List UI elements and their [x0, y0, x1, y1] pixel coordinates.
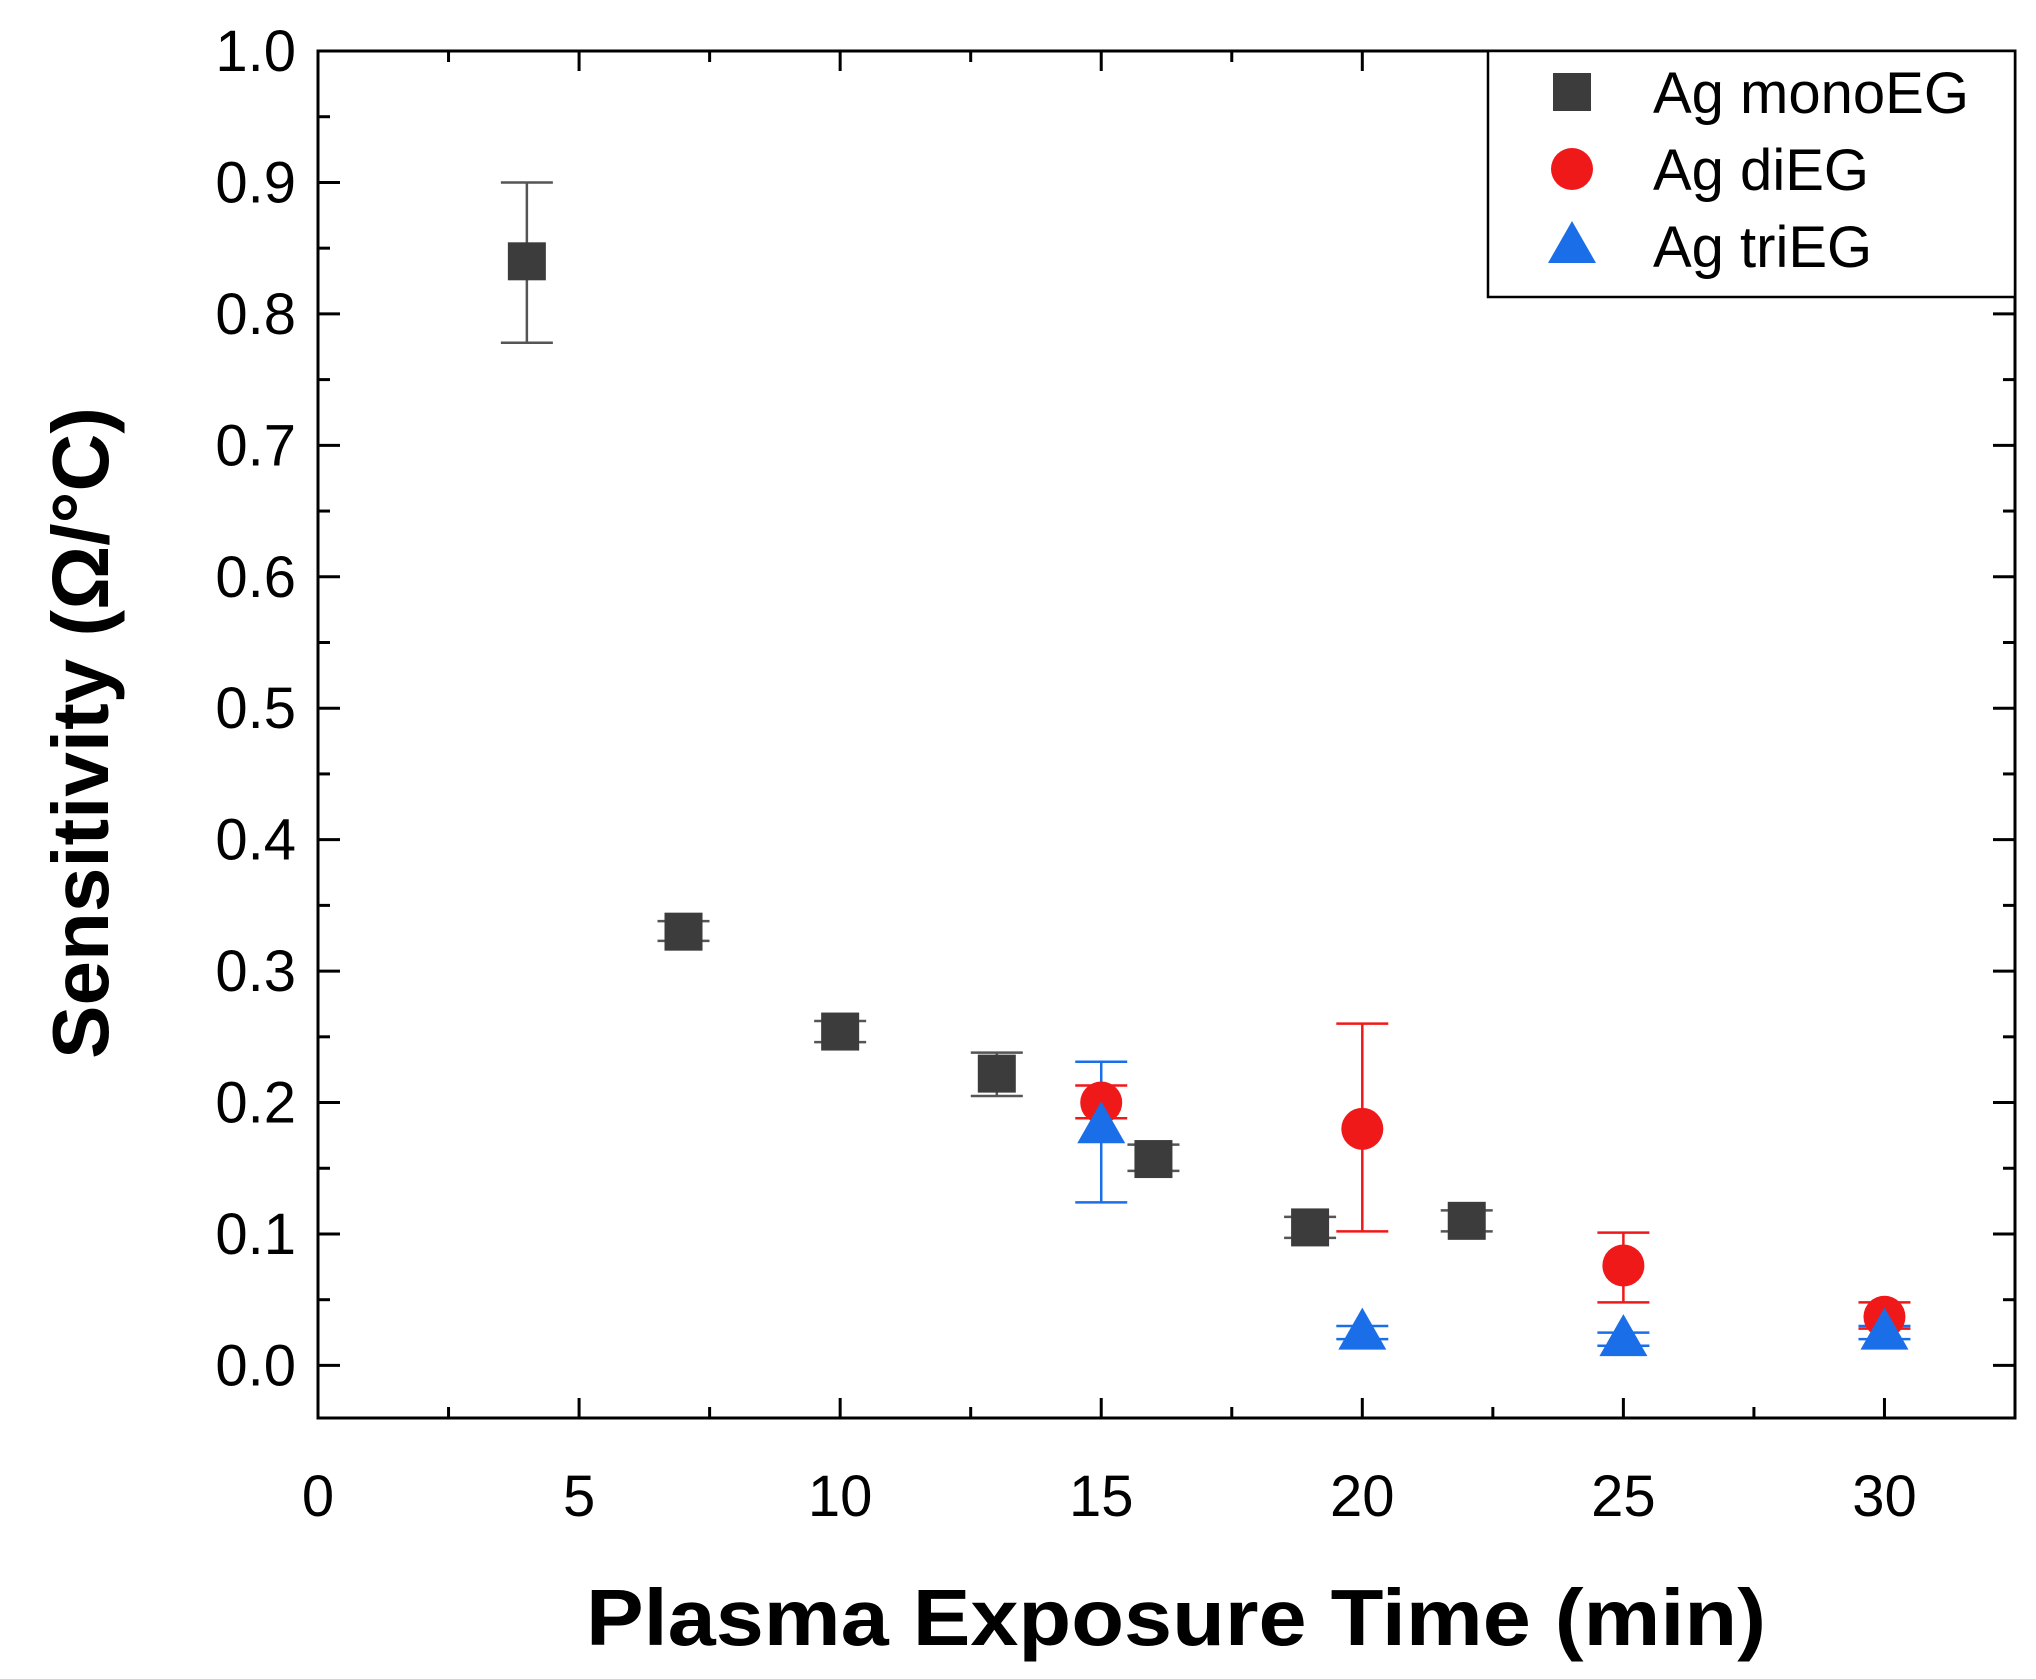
legend-marker-ag-dieg [1551, 148, 1593, 190]
legend-marker-ag-trieg [1548, 221, 1596, 263]
x-tick-label: 30 [1852, 1464, 1917, 1529]
y-tick-label: 0.7 [215, 413, 296, 478]
ag-monoeg-point [1447, 1201, 1486, 1240]
y-tick-label: 0.4 [215, 808, 296, 873]
ag-trieg-point [1077, 1101, 1126, 1144]
y-tick-label: 0.5 [215, 676, 296, 741]
ag-monoeg-point [821, 1012, 860, 1051]
x-tick-label: 5 [563, 1464, 595, 1529]
ag-monoeg-point [664, 912, 703, 951]
ag-trieg-point [1860, 1307, 1909, 1350]
x-tick-label: 15 [1069, 1464, 1134, 1529]
ag-dieg-point [1341, 1107, 1384, 1150]
error-bars [500, 181, 1911, 1347]
x-tick-label: 20 [1330, 1464, 1395, 1529]
y-tick-label: 0.2 [215, 1071, 296, 1136]
x-tick-label: 0 [302, 1464, 334, 1529]
legend-label-ag-trieg: Ag triEG [1653, 215, 1872, 280]
ag-monoeg-point [507, 242, 546, 281]
y-tick-label: 0.8 [215, 282, 296, 347]
x-axis-title: Plasma Exposure Time (min) [586, 1573, 1766, 1662]
ag-dieg-point [1602, 1244, 1645, 1287]
x-tick-labels: 0 5 10 15 20 25 30 [302, 1464, 1917, 1529]
y-tick-label: 0.9 [215, 150, 296, 215]
x-tick-label: 25 [1591, 1464, 1656, 1529]
legend-label-ag-monoeg: Ag monoEG [1653, 61, 1969, 126]
plot-area [316, 49, 2017, 1420]
y-tick-label: 0.1 [215, 1202, 296, 1267]
data-markers [507, 242, 1909, 1357]
ag-trieg-point [1338, 1307, 1387, 1350]
y-tick-label: 0.6 [215, 545, 296, 610]
y-tick-label: 1.0 [215, 19, 296, 84]
ag-monoeg-point [1291, 1208, 1330, 1247]
y-tick-label: 0.0 [215, 1333, 296, 1398]
ag-trieg-point [1599, 1314, 1648, 1357]
y-axis-title: Sensitivity (Ω/°C) [36, 407, 125, 1059]
y-tick-labels: 0.0 0.1 0.2 0.3 0.4 0.5 0.6 0.7 0.8 0.9 1.0 [215, 19, 296, 1398]
x-tick-label: 10 [808, 1464, 873, 1529]
legend-label-ag-dieg: Ag diEG [1653, 138, 1869, 203]
legend: Ag monoEG Ag diEG Ag triEG [1486, 49, 2017, 299]
y-tick-label: 0.3 [215, 939, 296, 1004]
ag-monoeg-point [1134, 1140, 1173, 1179]
ag-monoeg-point [977, 1054, 1016, 1093]
legend-marker-ag-monoeg [1553, 73, 1591, 111]
